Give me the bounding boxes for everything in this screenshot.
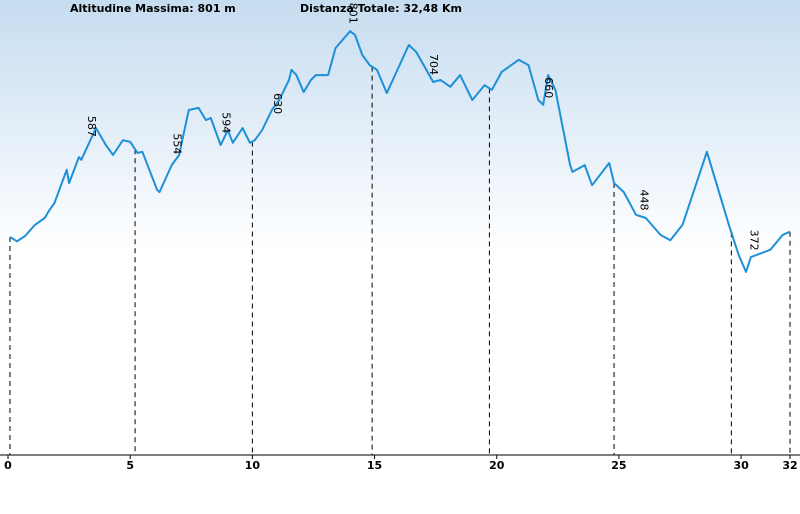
elevation-label: 587 [85,116,98,137]
x-tick-label: 30 [733,459,749,472]
x-tick-label: 10 [245,459,261,472]
x-tick-label: 20 [489,459,505,472]
x-tick-label: 25 [611,459,626,472]
x-tick-label: 15 [367,459,382,472]
elevation-line [9,30,791,273]
elevation-label: 660 [542,77,555,98]
x-tick-label: 5 [126,459,134,472]
elevation-label: 372 [747,230,760,251]
plot-background [0,0,800,455]
elevation-label: 448 [637,189,650,210]
x-tick-label: 0 [4,459,12,472]
elevation-label: 801 [347,3,360,24]
max-altitude: Altitudine Massima: 801 m [70,2,236,15]
elevation-label: 704 [427,54,440,75]
x-tick-label: 32 [782,459,797,472]
total-distance: Distanza Totale: 32,48 Km [300,2,462,15]
elevation-label: 630 [271,93,284,114]
elevation-label: 554 [171,133,184,154]
elevation-label: 594 [219,112,232,133]
